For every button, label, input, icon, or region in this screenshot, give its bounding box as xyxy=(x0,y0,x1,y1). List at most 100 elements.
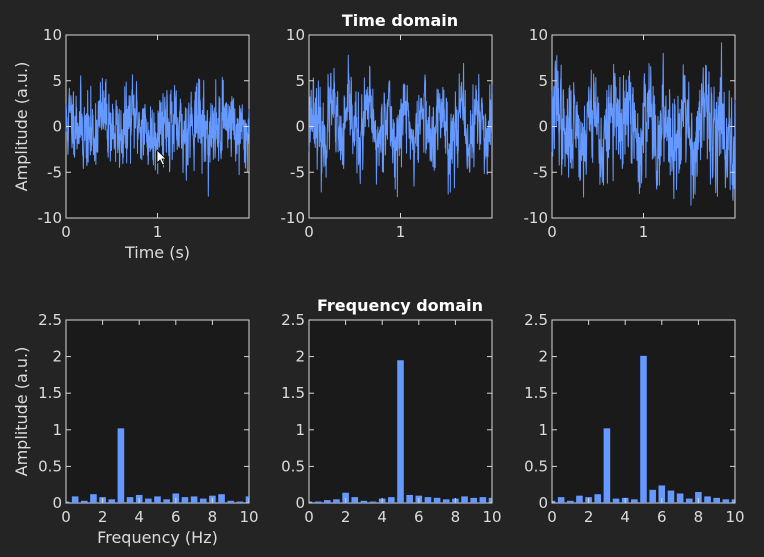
time-domain-title: Time domain xyxy=(342,11,458,30)
y-tick-label: -5 xyxy=(47,163,62,181)
frequency-bar xyxy=(126,497,134,503)
x-tick-label: 1 xyxy=(396,223,406,241)
frequency-bar xyxy=(199,498,207,503)
x-tick-label: 0 xyxy=(304,223,314,241)
y-tick-label: 0.5 xyxy=(38,457,62,475)
x-tick-label: 8 xyxy=(451,508,461,526)
frequency-bar xyxy=(567,500,574,503)
panel-time-3: 0 1 -10 -5 0 5 10 xyxy=(524,26,736,241)
x-tick-label: 0 xyxy=(61,223,71,241)
frequency-bar xyxy=(388,497,395,503)
y-tick-label: 1.5 xyxy=(281,384,305,402)
frequency-bar xyxy=(342,492,349,503)
y-tick-label: 2 xyxy=(538,348,548,366)
y-tick-label: 1.5 xyxy=(38,384,62,402)
frequency-bar xyxy=(603,428,611,503)
y-tick-label: 2.5 xyxy=(281,311,305,329)
frequency-bar xyxy=(640,355,647,503)
frequency-bar xyxy=(397,360,404,503)
frequency-bar xyxy=(181,497,189,503)
x-tick-label: 2 xyxy=(584,508,594,526)
frequency-bar xyxy=(190,496,198,503)
x-tick-label: 10 xyxy=(725,508,744,526)
y-tick-label: 5 xyxy=(52,72,62,90)
y-tick-label: 1.5 xyxy=(524,384,548,402)
frequency-bar xyxy=(576,495,583,503)
x-tick-label: 0 xyxy=(547,508,557,526)
frequency-bar xyxy=(314,501,322,503)
frequency-bar xyxy=(631,499,638,503)
frequency-bar xyxy=(66,501,70,503)
frequency-bar xyxy=(713,497,720,503)
x-tick-label: 8 xyxy=(208,508,218,526)
y-tick-label: 2 xyxy=(295,348,305,366)
frequency-bar xyxy=(424,497,432,503)
y-tick-label: 0 xyxy=(52,494,62,512)
y-tick-label: 0 xyxy=(295,118,305,136)
panel-freq-3: 0 2 4 6 8 10 0 0.5 1 1.5 2 2.5 xyxy=(524,311,744,526)
frequency-bar xyxy=(351,497,359,503)
y-tick-label: 2.5 xyxy=(38,311,62,329)
y-tick-label: 2.5 xyxy=(524,311,548,329)
signal-trace xyxy=(308,54,493,198)
x-axis-label: Time (s) xyxy=(124,243,190,262)
x-tick-label: 2 xyxy=(341,508,351,526)
y-tick-label: 10 xyxy=(286,26,305,44)
frequency-bar xyxy=(324,500,331,503)
frequency-bar xyxy=(552,500,556,503)
panel-freq-2: 0 2 4 6 8 10 0 0.5 1 1.5 2 2.5 xyxy=(281,311,501,526)
frequency-bar xyxy=(71,496,79,503)
x-tick-label: 0 xyxy=(547,223,557,241)
frequency-bar xyxy=(722,499,730,503)
x-tick-label: 10 xyxy=(482,508,501,526)
y-tick-label: 2 xyxy=(52,348,62,366)
panel-time-2: 0 1 -10 -5 0 5 10 xyxy=(281,26,493,241)
frequency-bar xyxy=(108,499,116,503)
x-tick-label: 1 xyxy=(153,223,163,241)
y-tick-label: 0 xyxy=(295,494,305,512)
y-tick-label: -5 xyxy=(533,163,548,181)
frequency-bar xyxy=(163,499,170,503)
frequency-bar xyxy=(360,500,368,503)
frequency-bar xyxy=(227,500,234,503)
x-tick-label: 8 xyxy=(694,508,704,526)
frequency-bar xyxy=(470,497,477,503)
mouse-cursor-icon xyxy=(156,149,167,166)
frequency-bar xyxy=(369,501,377,503)
y-tick-label: 1 xyxy=(295,421,305,439)
frequency-bar xyxy=(81,500,88,503)
x-tick-label: 4 xyxy=(134,508,144,526)
x-tick-label: 2 xyxy=(98,508,108,526)
frequency-bar xyxy=(479,497,487,503)
y-tick-label: -5 xyxy=(290,163,305,181)
x-tick-label: 1 xyxy=(639,223,649,241)
y-axis-label: Amplitude (a.u.) xyxy=(12,347,31,477)
frequency-bar xyxy=(658,485,666,503)
panel-freq-1: 0 2 4 6 8 10 0 0.5 1 1.5 2 2.5 Frequency (Hz) Amplitu… xyxy=(12,311,259,547)
frequency-bar xyxy=(309,501,313,503)
x-tick-label: 4 xyxy=(377,508,387,526)
y-tick-label: 5 xyxy=(295,72,305,90)
x-tick-label: 0 xyxy=(304,508,314,526)
x-axis-label: Frequency (Hz) xyxy=(97,528,218,547)
y-tick-label: 1 xyxy=(52,421,62,439)
y-tick-label: 5 xyxy=(538,72,548,90)
frequency-bar xyxy=(218,494,225,503)
frequency-bar xyxy=(406,494,413,503)
y-tick-label: -10 xyxy=(524,209,549,227)
frequency-bar xyxy=(333,499,340,503)
axes-area xyxy=(65,319,250,504)
frequency-bar xyxy=(612,498,620,503)
frequency-bar xyxy=(90,494,97,503)
y-tick-label: 10 xyxy=(43,26,62,44)
frequency-bar xyxy=(442,499,450,503)
signal-trace xyxy=(551,42,736,206)
frequency-bar xyxy=(676,493,684,503)
frequency-bar xyxy=(145,498,152,503)
x-tick-label: 6 xyxy=(657,508,667,526)
y-tick-label: 1 xyxy=(538,421,548,439)
frequency-bar xyxy=(433,497,441,503)
panel-time-1: 0 1 -10 -5 0 5 10 Time (s) Amplitude (a.u.) xyxy=(12,26,250,262)
frequency-domain-title: Frequency domain xyxy=(317,296,483,315)
